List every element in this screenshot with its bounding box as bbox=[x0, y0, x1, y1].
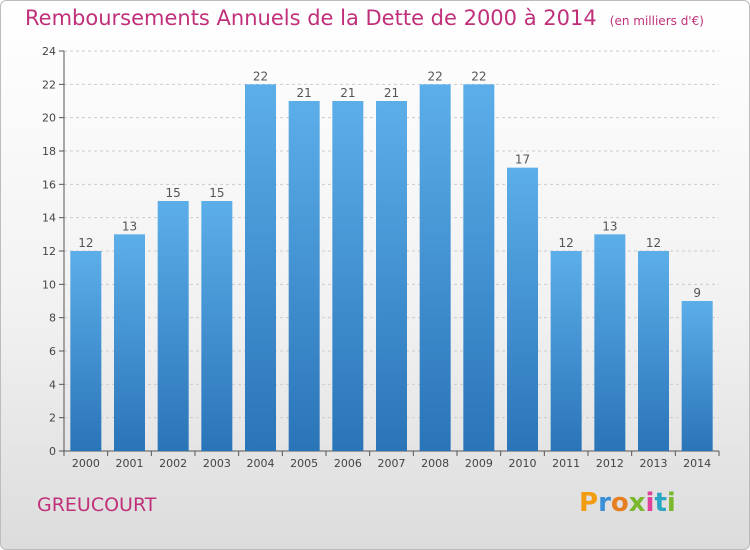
data-label: 12 bbox=[646, 236, 661, 250]
y-tick-label: 2 bbox=[49, 412, 56, 425]
x-tick-label: 2001 bbox=[116, 457, 144, 470]
y-tick-label: 6 bbox=[49, 345, 56, 358]
data-label: 15 bbox=[166, 186, 181, 200]
x-tick-label: 2008 bbox=[421, 457, 449, 470]
data-label: 15 bbox=[209, 186, 224, 200]
x-tick-label: 2006 bbox=[334, 457, 362, 470]
logo-letter: x bbox=[628, 488, 646, 518]
x-tick-label: 2014 bbox=[683, 457, 711, 470]
y-tick-label: 8 bbox=[49, 312, 56, 325]
y-tick-label: 24 bbox=[42, 45, 56, 58]
x-tick-label: 2010 bbox=[509, 457, 537, 470]
data-label: 21 bbox=[340, 86, 355, 100]
bar-2008 bbox=[419, 84, 451, 451]
data-label: 21 bbox=[384, 86, 399, 100]
y-tick-label: 10 bbox=[42, 278, 56, 291]
bar-2011 bbox=[550, 251, 582, 451]
bar-2005 bbox=[288, 101, 320, 451]
proxiti-logo: Proxiti bbox=[579, 488, 676, 518]
bars bbox=[70, 84, 713, 451]
bar-2002 bbox=[157, 201, 189, 451]
data-label: 22 bbox=[253, 69, 268, 83]
bar-2009 bbox=[463, 84, 495, 451]
data-label: 22 bbox=[428, 69, 443, 83]
data-label: 12 bbox=[78, 236, 93, 250]
data-label: 12 bbox=[559, 236, 574, 250]
x-tick-label: 2007 bbox=[378, 457, 406, 470]
logo-letter: r bbox=[598, 488, 611, 518]
x-tick-label: 2011 bbox=[552, 457, 580, 470]
x-tick-label: 2002 bbox=[159, 457, 187, 470]
bar-2010 bbox=[507, 167, 538, 451]
bar-2007 bbox=[376, 101, 407, 451]
chart-subtitle: (en milliers d'€) bbox=[609, 14, 704, 28]
bar-2014 bbox=[681, 301, 713, 451]
bar-2003 bbox=[201, 201, 233, 451]
bar-2012 bbox=[594, 234, 626, 451]
y-tick-label: 4 bbox=[49, 378, 56, 391]
data-label: 22 bbox=[471, 69, 486, 83]
data-label: 21 bbox=[297, 86, 312, 100]
data-label: 13 bbox=[122, 219, 137, 233]
logo-letter: i bbox=[645, 488, 655, 518]
y-tick-label: 0 bbox=[49, 445, 56, 458]
y-tick-label: 14 bbox=[42, 212, 56, 225]
x-tick-label: 2005 bbox=[290, 457, 318, 470]
x-tick-label: 2004 bbox=[247, 457, 275, 470]
chart-title: Remboursements Annuels de la Dette de 20… bbox=[25, 6, 597, 30]
x-tick-label: 2009 bbox=[465, 457, 493, 470]
y-tick-label: 22 bbox=[42, 78, 56, 91]
y-tick-label: 18 bbox=[42, 145, 56, 158]
data-label: 17 bbox=[515, 153, 530, 167]
title-block: Remboursements Annuels de la Dette de 20… bbox=[25, 6, 704, 30]
x-tick-label: 2013 bbox=[640, 457, 668, 470]
bar-2000 bbox=[70, 251, 102, 451]
data-label: 13 bbox=[602, 219, 617, 233]
y-tick-label: 12 bbox=[42, 245, 56, 258]
y-tick-label: 16 bbox=[42, 178, 56, 191]
logo-letter: P bbox=[579, 488, 599, 518]
bar-2004 bbox=[245, 84, 276, 451]
data-label: 9 bbox=[693, 286, 701, 300]
x-tick-label: 2012 bbox=[596, 457, 624, 470]
logo-letter: t bbox=[654, 488, 667, 518]
y-tick-label: 20 bbox=[42, 112, 56, 125]
location-label: GREUCOURT bbox=[37, 494, 157, 516]
data-labels: 12 13 15 15 22 21 21 21 22 22 17 12 13 12 9 bbox=[78, 69, 701, 300]
bar-2001 bbox=[114, 234, 145, 451]
x-tick-label: 2000 bbox=[72, 457, 100, 470]
logo-letter: i bbox=[666, 488, 676, 518]
bar-2006 bbox=[332, 101, 364, 451]
bar-2013 bbox=[638, 251, 669, 451]
x-tick-label: 2003 bbox=[203, 457, 231, 470]
logo-letter: o bbox=[610, 488, 629, 518]
